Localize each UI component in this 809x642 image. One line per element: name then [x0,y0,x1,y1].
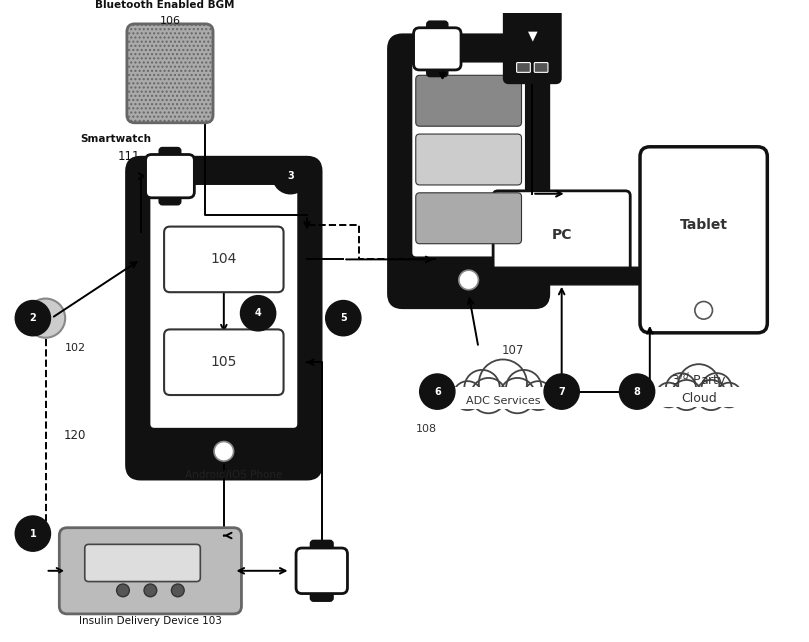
Text: 102: 102 [65,343,86,352]
Text: 6: 6 [434,386,441,397]
FancyBboxPatch shape [416,75,522,126]
Text: 106: 106 [159,16,180,26]
Circle shape [717,383,741,408]
Circle shape [620,374,654,409]
FancyBboxPatch shape [59,528,241,614]
FancyBboxPatch shape [493,191,630,279]
Text: 1: 1 [29,528,36,539]
FancyBboxPatch shape [159,148,180,163]
Circle shape [453,381,482,410]
Text: 104: 104 [210,252,237,266]
Text: 5: 5 [340,313,347,323]
Circle shape [116,584,129,597]
Text: 111: 111 [117,150,140,163]
Text: 120: 120 [63,429,86,442]
FancyBboxPatch shape [159,189,180,204]
Circle shape [15,300,50,336]
Text: 7: 7 [558,386,565,397]
Circle shape [506,370,541,405]
FancyBboxPatch shape [85,544,201,582]
FancyBboxPatch shape [150,185,297,428]
Circle shape [671,380,701,410]
Circle shape [479,360,527,408]
Text: 105: 105 [210,355,237,369]
Circle shape [214,442,234,461]
Text: PC: PC [552,228,572,242]
FancyBboxPatch shape [311,541,332,557]
Text: Tablet: Tablet [680,218,727,232]
FancyBboxPatch shape [517,62,531,73]
Circle shape [666,373,696,403]
FancyBboxPatch shape [416,193,522,244]
Text: Android/iOS Phone: Android/iOS Phone [185,470,282,480]
Text: 3: 3 [287,171,294,181]
Circle shape [523,381,553,410]
Circle shape [471,378,506,413]
FancyBboxPatch shape [127,24,213,123]
Text: 4: 4 [255,308,261,318]
Text: 108: 108 [416,424,437,434]
Circle shape [678,364,719,405]
FancyBboxPatch shape [164,329,284,395]
Text: 3$^{rd}$ Party
Cloud: 3$^{rd}$ Party Cloud [671,370,726,404]
Circle shape [459,270,478,290]
FancyBboxPatch shape [427,61,447,76]
FancyBboxPatch shape [640,147,767,333]
Text: 2: 2 [29,313,36,323]
FancyBboxPatch shape [484,267,640,285]
FancyBboxPatch shape [164,227,284,292]
Circle shape [656,383,681,408]
Circle shape [172,584,184,597]
Circle shape [144,584,157,597]
Circle shape [544,374,579,409]
Circle shape [701,373,731,403]
Circle shape [695,302,713,319]
Circle shape [26,299,66,338]
Circle shape [273,159,308,194]
Text: Bluetooth Enabled BGM: Bluetooth Enabled BGM [95,0,235,10]
Text: 8: 8 [633,386,641,397]
Circle shape [500,378,535,413]
FancyBboxPatch shape [296,548,347,594]
Circle shape [326,300,361,336]
FancyBboxPatch shape [413,28,461,70]
FancyBboxPatch shape [413,62,525,256]
Circle shape [464,370,500,405]
FancyBboxPatch shape [504,4,561,83]
Circle shape [15,516,50,551]
Circle shape [696,380,726,410]
FancyBboxPatch shape [311,585,332,601]
FancyBboxPatch shape [146,155,194,198]
Circle shape [240,295,276,331]
FancyBboxPatch shape [654,388,743,406]
FancyBboxPatch shape [427,21,447,37]
FancyBboxPatch shape [534,62,548,73]
FancyBboxPatch shape [416,134,522,185]
Text: Smartwatch: Smartwatch [81,134,151,144]
Text: ADC Services: ADC Services [466,396,540,406]
FancyBboxPatch shape [127,157,321,479]
Text: ▼: ▼ [527,30,537,42]
Circle shape [420,374,455,409]
Text: Insulin Delivery Device 103: Insulin Delivery Device 103 [79,616,222,626]
Text: 107: 107 [502,344,524,357]
FancyBboxPatch shape [389,35,549,308]
FancyBboxPatch shape [451,386,555,409]
